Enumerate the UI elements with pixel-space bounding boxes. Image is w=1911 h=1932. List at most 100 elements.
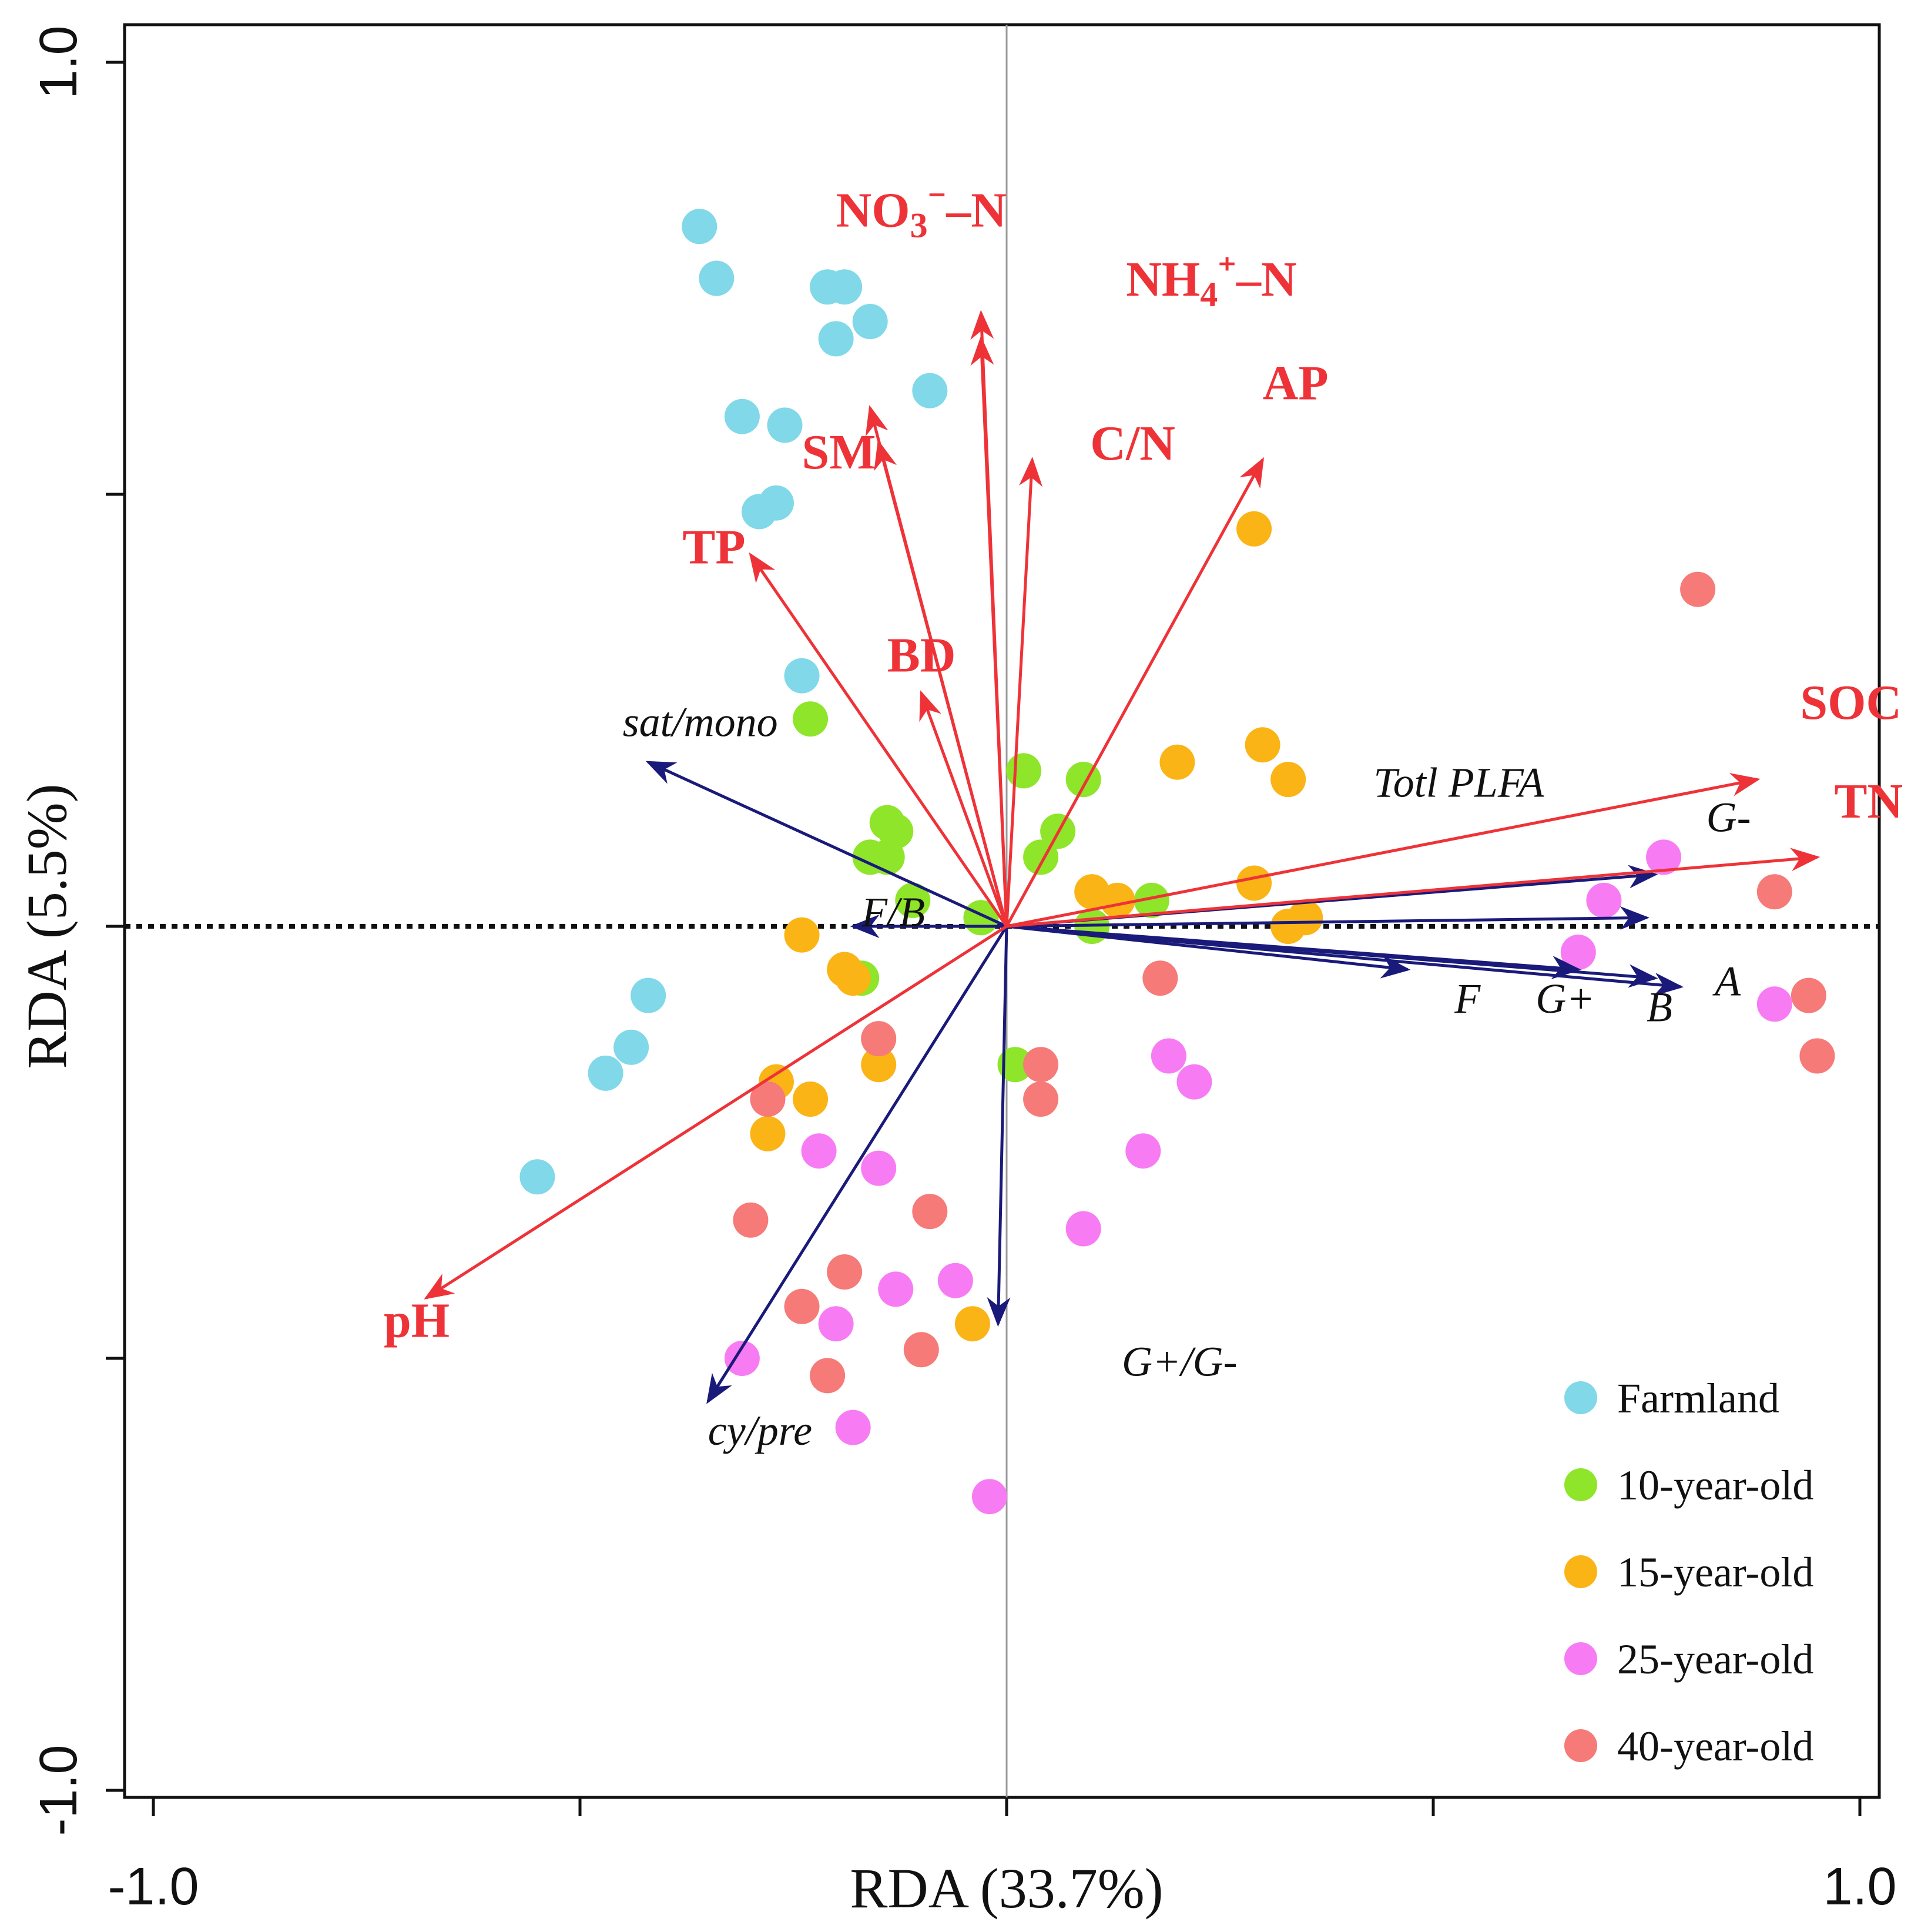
- env-vector-7: [919, 690, 1008, 927]
- legend-marker-4: [1564, 1729, 1597, 1762]
- legend-label-0: Farmland: [1617, 1375, 1779, 1422]
- microbe-label-7: A: [1712, 958, 1741, 1005]
- point-4-2: [1791, 977, 1826, 1013]
- x-tick-label-right: 1.0: [1823, 1857, 1896, 1916]
- point-3-13: [724, 1341, 760, 1376]
- legend-marker-3: [1564, 1642, 1597, 1675]
- microbe-label-6: B: [1647, 984, 1672, 1031]
- microbe-label-5: G+: [1535, 975, 1595, 1022]
- point-0-1: [699, 260, 735, 296]
- point-2-3: [1270, 762, 1306, 798]
- x-tick-label-left: -1.0: [108, 1857, 199, 1916]
- point-3-12: [818, 1306, 854, 1342]
- point-3-2: [1560, 935, 1596, 970]
- point-2-1: [1245, 727, 1280, 763]
- point-1-2: [1065, 762, 1101, 798]
- point-0-13: [613, 1029, 649, 1065]
- point-4-4: [1142, 960, 1178, 996]
- point-4-11: [827, 1254, 863, 1290]
- env-vector-5: [874, 439, 1008, 927]
- point-4-6: [1023, 1081, 1059, 1117]
- point-3-14: [835, 1409, 871, 1445]
- microbe-vector-1: [1006, 906, 1650, 930]
- microbe-vector-8: [987, 926, 1011, 1327]
- microbe-label-3: F/B: [861, 889, 925, 936]
- env-label-9: SOC: [1800, 675, 1902, 730]
- point-3-5: [1176, 1064, 1212, 1100]
- env-label-4: SM: [802, 425, 876, 480]
- point-0-6: [912, 373, 948, 409]
- point-4-3: [1799, 1038, 1835, 1074]
- point-3-9: [861, 1150, 897, 1186]
- env-label-7: BD: [887, 628, 956, 682]
- y-tick-label-bottom: -1.0: [29, 1745, 88, 1836]
- point-4-9: [733, 1202, 769, 1238]
- point-0-3: [827, 269, 863, 305]
- y-axis-title: RDA (5.5%): [15, 783, 78, 1069]
- point-4-14: [903, 1332, 939, 1368]
- point-2-15: [750, 1116, 786, 1151]
- point-1-0: [793, 701, 829, 737]
- point-1-9: [895, 882, 931, 918]
- point-2-2: [1159, 744, 1195, 780]
- env-label-6: TP: [682, 520, 745, 575]
- point-0-15: [519, 1159, 555, 1195]
- y-tick-label-top: 1.0: [29, 25, 88, 99]
- point-3-7: [1065, 1211, 1101, 1247]
- env-vector-3: [1005, 457, 1043, 927]
- point-4-5: [1023, 1047, 1059, 1083]
- point-2-9: [784, 917, 820, 953]
- microbe-vector-7: [1006, 925, 1684, 996]
- point-2-12: [861, 1047, 897, 1083]
- point-2-6: [1099, 882, 1135, 918]
- env-label-0: NO3⁻–N: [836, 181, 1007, 245]
- point-1-4: [1023, 839, 1059, 875]
- point-1-12: [1134, 882, 1169, 918]
- point-0-0: [682, 209, 718, 245]
- env-vector-9: [1006, 773, 1761, 928]
- point-0-8: [767, 407, 803, 443]
- env-label-1: NH4⁺–N: [1126, 250, 1296, 314]
- env-vector-8: [424, 925, 1008, 1300]
- point-2-8: [1270, 909, 1306, 944]
- env-vector-2: [1005, 457, 1265, 928]
- point-4-7: [861, 1021, 897, 1057]
- legend-label-3: 25-year-old: [1617, 1636, 1813, 1683]
- microbe-label-2: G-: [1707, 793, 1751, 841]
- legend-marker-0: [1564, 1381, 1597, 1414]
- plot-frame: [123, 23, 1881, 1799]
- legend-marker-1: [1564, 1468, 1597, 1501]
- legend-label-4: 40-year-old: [1617, 1723, 1813, 1770]
- x-axis-title: RDA (33.7%): [850, 1857, 1163, 1920]
- legend-label-2: 15-year-old: [1617, 1549, 1813, 1596]
- point-1-14: [997, 1047, 1033, 1083]
- point-0-7: [724, 399, 760, 434]
- point-0-12: [631, 977, 666, 1013]
- env-vector-1: [970, 310, 1008, 927]
- env-vector-6: [749, 552, 1008, 928]
- microbe-vector-9: [706, 925, 1008, 1404]
- point-2-0: [1236, 511, 1272, 547]
- point-4-13: [810, 1358, 846, 1394]
- point-2-16: [954, 1306, 990, 1342]
- point-2-11: [835, 960, 871, 996]
- point-4-8: [750, 1081, 786, 1117]
- point-3-8: [801, 1133, 837, 1169]
- microbe-label-4: F: [1454, 975, 1481, 1022]
- microbe-label-8: G+/G-: [1122, 1338, 1238, 1385]
- microbe-label-9: cy/pre: [708, 1407, 812, 1454]
- point-4-10: [912, 1194, 948, 1230]
- env-label-10: TN: [1834, 774, 1903, 829]
- point-3-3: [1756, 986, 1792, 1022]
- point-3-15: [971, 1479, 1007, 1515]
- legend-marker-2: [1564, 1555, 1597, 1588]
- point-0-4: [818, 321, 854, 357]
- point-0-11: [784, 658, 820, 694]
- point-3-10: [937, 1263, 973, 1298]
- point-2-14: [793, 1081, 829, 1117]
- microbe-vector-0: [645, 761, 1008, 928]
- point-4-0: [1680, 571, 1716, 607]
- point-0-10: [758, 485, 794, 521]
